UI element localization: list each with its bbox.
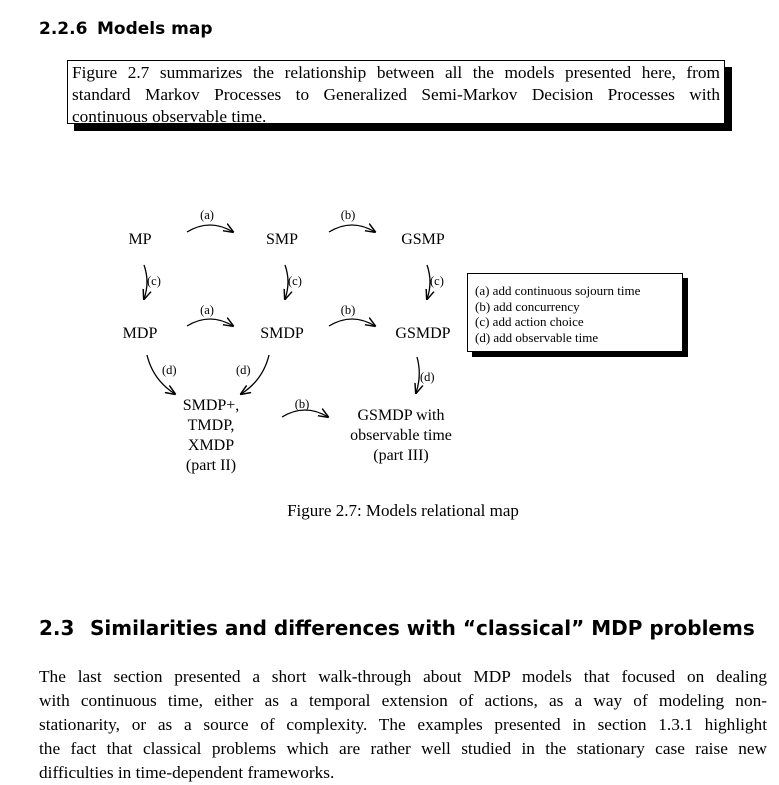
arrow-gsmp-gsmdp <box>427 264 430 299</box>
legend-item: (c) add action choice <box>475 314 584 329</box>
legend-box: (a) add continuous sojourn time (b) add … <box>467 273 683 352</box>
summary-box: Figure 2.7 summarizes the relationship b… <box>67 60 725 126</box>
node-line: TMDP, <box>187 417 235 434</box>
summary-line: continuous observable time. <box>72 107 267 126</box>
arrow-smdpplus-gsmdpobs <box>281 410 328 417</box>
legend-item: (a) add continuous sojourn time <box>475 283 641 298</box>
node-mp: MP <box>128 231 152 248</box>
edge-label-b: (b) <box>340 303 356 317</box>
node-line: observable time <box>350 427 452 444</box>
edge-label-a: (a) <box>200 208 214 222</box>
section-title: Models map <box>97 19 213 39</box>
arrow-mdp-smdpplus <box>146 354 175 394</box>
node-smp: SMP <box>265 231 299 248</box>
figure-caption: Figure 2.7: Models relational map <box>287 501 519 520</box>
models-relational-map: MP SMP GSMP MDP SMDP GSMDP SMDP+, TMDP, … <box>0 195 779 485</box>
arrow-smdp-gsmdp <box>328 319 375 326</box>
node-smdp: SMDP <box>260 325 304 342</box>
node-line: (part III) <box>373 447 429 464</box>
node-gsmdp: GSMDP <box>395 325 451 342</box>
node-line: SMDP+, <box>182 397 240 414</box>
body-line: The last section presented a short walk-… <box>39 667 767 686</box>
summary-line: Figure 2.7 summarizes the relationship b… <box>72 63 720 82</box>
arrow-smp-gsmp <box>328 225 375 232</box>
summary-line: standard Markov Processes to Generalized… <box>72 85 720 104</box>
node-line: (part II) <box>185 457 237 474</box>
edge-label-b: (b) <box>294 397 310 411</box>
body-line: difficulties in time-dependent framework… <box>39 763 335 782</box>
node-gsmp: GSMP <box>401 231 445 248</box>
arrow-gsmdp-gsmdpobs <box>416 356 419 393</box>
arrow-mp-smp <box>186 225 233 232</box>
edge-label-c: (c) <box>288 274 302 288</box>
section-heading-2-3: 2.3 Similarities and differences with “cl… <box>39 616 755 640</box>
body-line: with continuous time, either as a tempor… <box>39 691 767 710</box>
arrow-mp-mdp <box>144 264 147 299</box>
edge-label-d: (d) <box>420 370 435 384</box>
edge-label-b: (b) <box>340 208 356 222</box>
body-paragraph: The last section presented a short walk-… <box>39 665 767 785</box>
body-line: the fact that classical problems which a… <box>39 739 767 758</box>
edge-label-c: (c) <box>430 274 444 288</box>
node-mdp: MDP <box>122 325 158 342</box>
diagram-arrows <box>0 195 779 485</box>
body-line: stationarity, or as a source of complexi… <box>39 715 767 734</box>
arrow-mdp-smdp <box>186 319 233 326</box>
section-heading-2-2-6: 2.2.6 Models map <box>39 19 213 39</box>
legend-item: (d) add observable time <box>475 329 599 345</box>
section-number: 2.2.6 <box>39 19 88 39</box>
node-line: GSMDP with <box>357 407 445 424</box>
section-title: Similarities and differences with “class… <box>90 616 755 640</box>
edge-label-a: (a) <box>200 303 214 317</box>
edge-label-c: (c) <box>147 274 161 288</box>
edge-label-d: (d) <box>236 363 251 377</box>
node-smdp-plus: SMDP+, TMDP, XMDP (part II) <box>183 396 240 476</box>
edge-label-d: (d) <box>162 363 177 377</box>
section-number: 2.3 <box>39 616 75 640</box>
node-gsmdp-observable-time: GSMDP with observable time (part III) <box>350 406 452 466</box>
node-line: XMDP <box>187 437 235 454</box>
arrow-smp-smdp <box>285 264 288 299</box>
legend-item: (b) add concurrency <box>475 298 580 314</box>
arrow-smdp-smdpplus <box>241 354 270 394</box>
